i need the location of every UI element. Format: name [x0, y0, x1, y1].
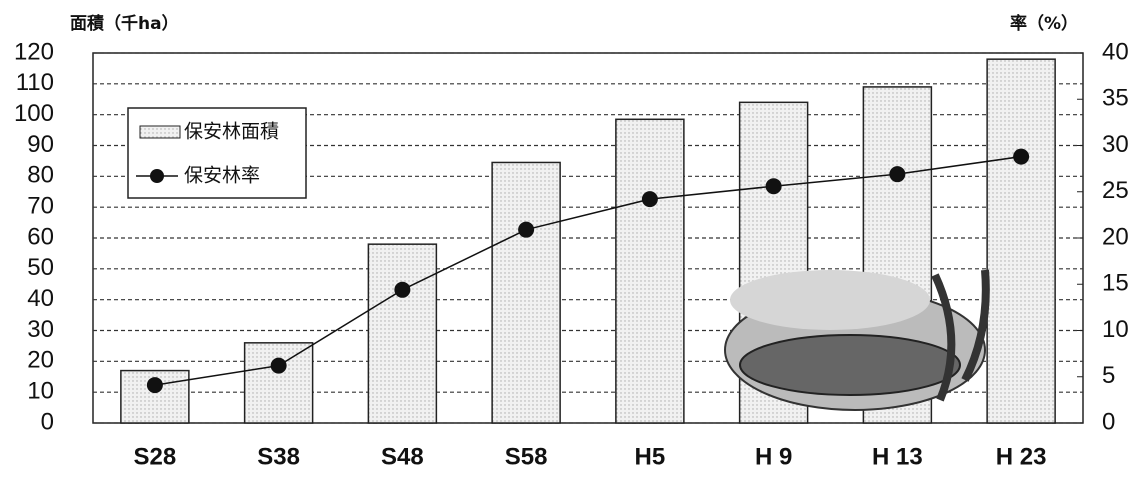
line-marker [146, 377, 163, 394]
y2-tick-label: 10 [1102, 316, 1129, 343]
line-marker [394, 281, 411, 298]
x-tick-label: H 23 [996, 443, 1047, 470]
bar [615, 118, 685, 424]
y-axis-label: 面積（千ha） [70, 13, 179, 34]
legend-swatch [150, 169, 164, 183]
y-tick-label: 80 [27, 162, 54, 189]
y-tick-label: 40 [27, 285, 54, 312]
illustration [724, 269, 990, 411]
bar [986, 58, 1056, 424]
y2-tick-label: 30 [1102, 131, 1129, 158]
line-marker [641, 191, 658, 208]
line-marker [518, 221, 535, 238]
y-tick-label: 0 [41, 408, 54, 435]
y-tick-label: 70 [27, 193, 54, 220]
x-tick-label: H 9 [755, 443, 792, 470]
x-tick-label: S58 [505, 443, 548, 470]
line-marker [1013, 148, 1030, 165]
legend-box [127, 107, 307, 199]
y2-tick-label: 25 [1102, 177, 1129, 204]
y-tick-label: 30 [27, 316, 54, 343]
x-tick-label: S38 [257, 443, 300, 470]
bar [367, 243, 438, 424]
y-tick-label: 110 [16, 69, 54, 96]
line-marker [270, 357, 287, 374]
y-tick-label: 120 [14, 38, 54, 65]
y2-tick-label: 15 [1102, 270, 1129, 297]
y2-tick-label: 20 [1102, 223, 1129, 250]
y2-tick-label: 0 [1102, 408, 1115, 435]
y-tick-label: 60 [27, 223, 54, 250]
line-marker [765, 178, 782, 195]
x-tick-label: S28 [134, 443, 177, 470]
legend-label: 保安林面積 [184, 121, 279, 143]
line [154, 155, 1022, 386]
y-tick-label: 50 [27, 254, 54, 281]
y2-axis-label: 率（%） [1010, 13, 1078, 34]
legend-label: 保安林率 [184, 165, 260, 187]
y2-tick-label: 35 [1102, 85, 1129, 112]
y-tick-label: 10 [27, 378, 54, 405]
x-tick-label: H 13 [872, 443, 923, 470]
x-tick-label: H5 [635, 443, 666, 470]
line-marker [889, 166, 906, 183]
y2-tick-label: 40 [1102, 38, 1129, 65]
legend-swatch [139, 125, 181, 139]
y-tick-label: 100 [14, 100, 54, 127]
y-tick-label: 90 [27, 131, 54, 158]
x-tick-label: S48 [381, 443, 424, 470]
y2-tick-label: 5 [1102, 362, 1115, 389]
bar [491, 161, 561, 424]
y-tick-label: 20 [27, 347, 54, 374]
bar [243, 342, 314, 424]
